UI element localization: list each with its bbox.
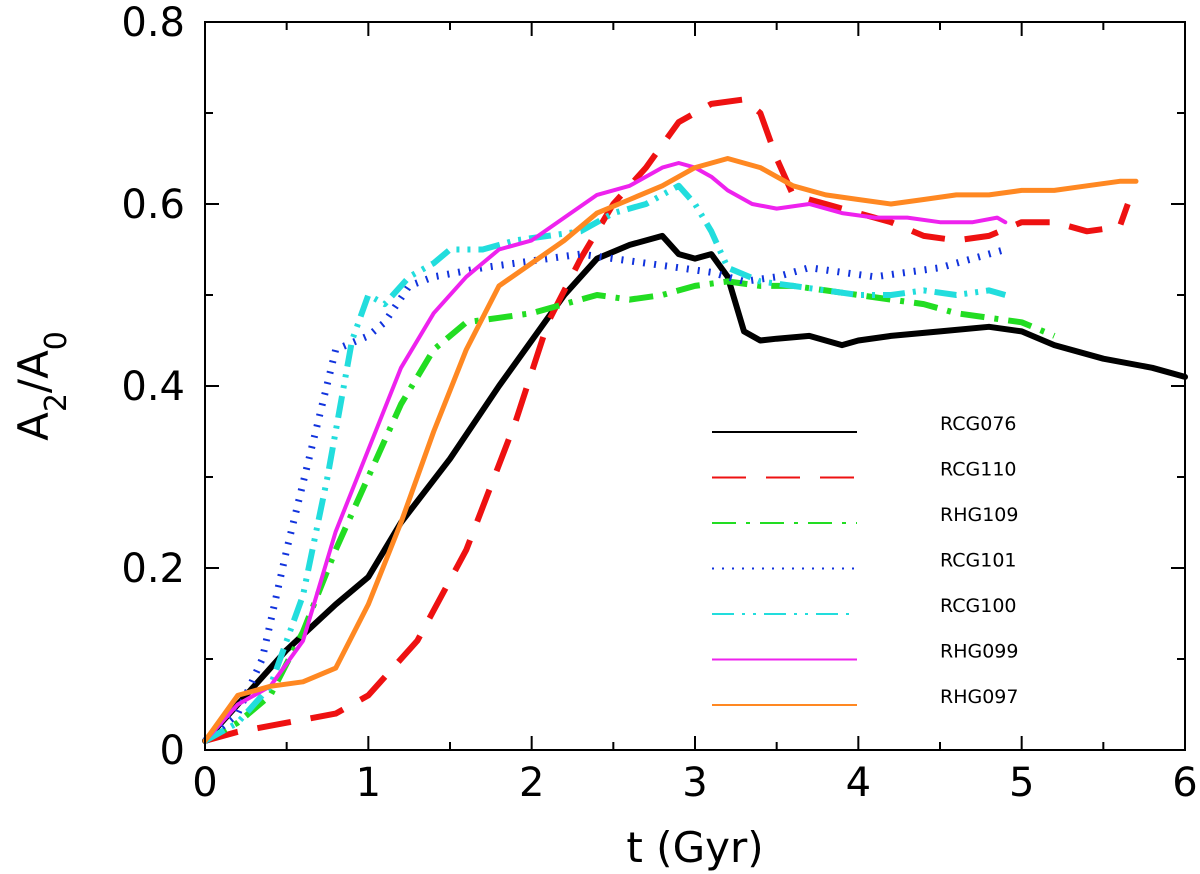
legend-label-rcg110: RCG110 — [940, 459, 1017, 481]
y-tick-label: 0.2 — [121, 546, 185, 592]
legend-label-rhg109: RHG109 — [940, 504, 1018, 526]
y-axis-title-sub2: 0 — [39, 331, 74, 350]
y-tick-label: 0 — [160, 728, 185, 774]
series-rcg100 — [203, 182, 1007, 744]
series-rhg099 — [203, 161, 1008, 743]
y-axis-title: A2/A0 — [9, 331, 74, 441]
legend-label-rcg101: RCG101 — [940, 550, 1017, 572]
y-tick-label: 0.6 — [121, 182, 185, 228]
x-tick-label: 3 — [682, 760, 707, 806]
legend-label-rhg097: RHG097 — [940, 686, 1018, 708]
y-tick-label: 0.4 — [121, 364, 185, 410]
y-axis-title-main: A — [9, 412, 58, 441]
x-tick-label: 5 — [1009, 760, 1034, 806]
x-axis-title: t (Gyr) — [626, 823, 763, 872]
series-rhg097 — [202, 156, 1139, 744]
legend-label-rhg099: RHG099 — [940, 641, 1018, 663]
y-axis-title-sub1: 2 — [39, 393, 74, 412]
legend-label-rcg100: RCG100 — [940, 595, 1017, 617]
x-tick-label: 6 — [1172, 760, 1197, 806]
series-rcg101 — [202, 246, 1007, 744]
legend-label-rcg076: RCG076 — [940, 413, 1017, 435]
y-tick-label: 0.8 — [121, 0, 185, 46]
x-tick-label: 4 — [846, 760, 871, 806]
x-tick-label: 0 — [192, 760, 217, 806]
series-rcg110 — [204, 96, 1131, 744]
y-axis-title-sep: /A — [9, 350, 58, 393]
x-tick-label: 1 — [356, 760, 381, 806]
series-layer — [202, 96, 1188, 744]
legend: RCG076 RCG110 RHG109 RCG101 RCG100 RHG099 RHG0… — [712, 413, 1018, 708]
series-rhg109 — [203, 278, 1056, 744]
axis-ticks: 0 1 2 3 4 5 6 0 0.2 0.4 0.6 0.8 — [121, 0, 1197, 806]
x-tick-label: 2 — [519, 760, 544, 806]
